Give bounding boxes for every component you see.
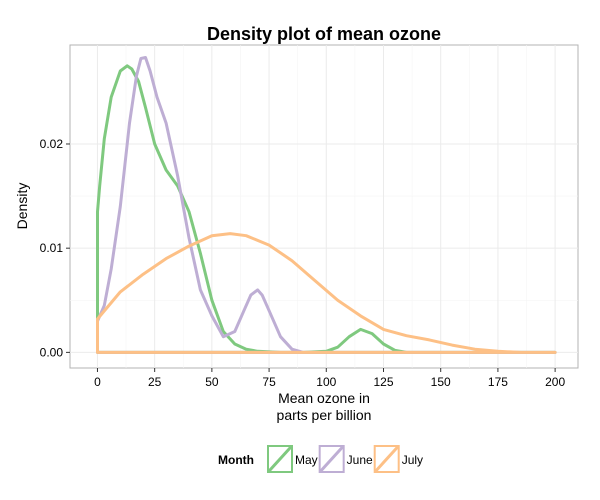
legend-key-july: [373, 445, 400, 473]
legend: Month May June July: [218, 445, 423, 473]
x-tick-label: 200: [545, 375, 565, 389]
legend-key-june: [318, 445, 345, 473]
x-tick-label: 125: [373, 375, 393, 389]
x-tick-label: 175: [488, 375, 508, 389]
y-tick-label: 0.00: [40, 345, 64, 359]
legend-label-june: June: [347, 453, 373, 467]
legend-title: Month: [218, 453, 254, 467]
legend-key-may: [267, 445, 293, 473]
x-tick-label: 75: [262, 375, 276, 389]
x-tick-label: 0: [94, 375, 101, 389]
x-tick-label: 50: [205, 375, 219, 389]
x-axis-title-line-1: Mean ozone in: [278, 390, 370, 406]
plot-panel: [69, 44, 579, 369]
series-line-july: [96, 232, 557, 354]
x-axis-title-line-2: parts per billion: [277, 407, 372, 423]
x-tick-label: 150: [431, 375, 451, 389]
legend-label-may: May: [295, 453, 318, 467]
series-lines: [96, 56, 557, 354]
x-tick-label: 100: [316, 375, 336, 389]
y-tick-label: 0.01: [40, 241, 64, 255]
x-tick-label: 25: [148, 375, 162, 389]
legend-label-july: July: [402, 453, 423, 467]
chart-title: Density plot of mean ozone: [207, 24, 441, 44]
y-axis-title: Density: [14, 183, 30, 230]
axes: 0 25 50 75 100 125 150 175 200 0.00 0.01 0.02: [40, 137, 566, 389]
y-tick-label: 0.02: [40, 137, 64, 151]
